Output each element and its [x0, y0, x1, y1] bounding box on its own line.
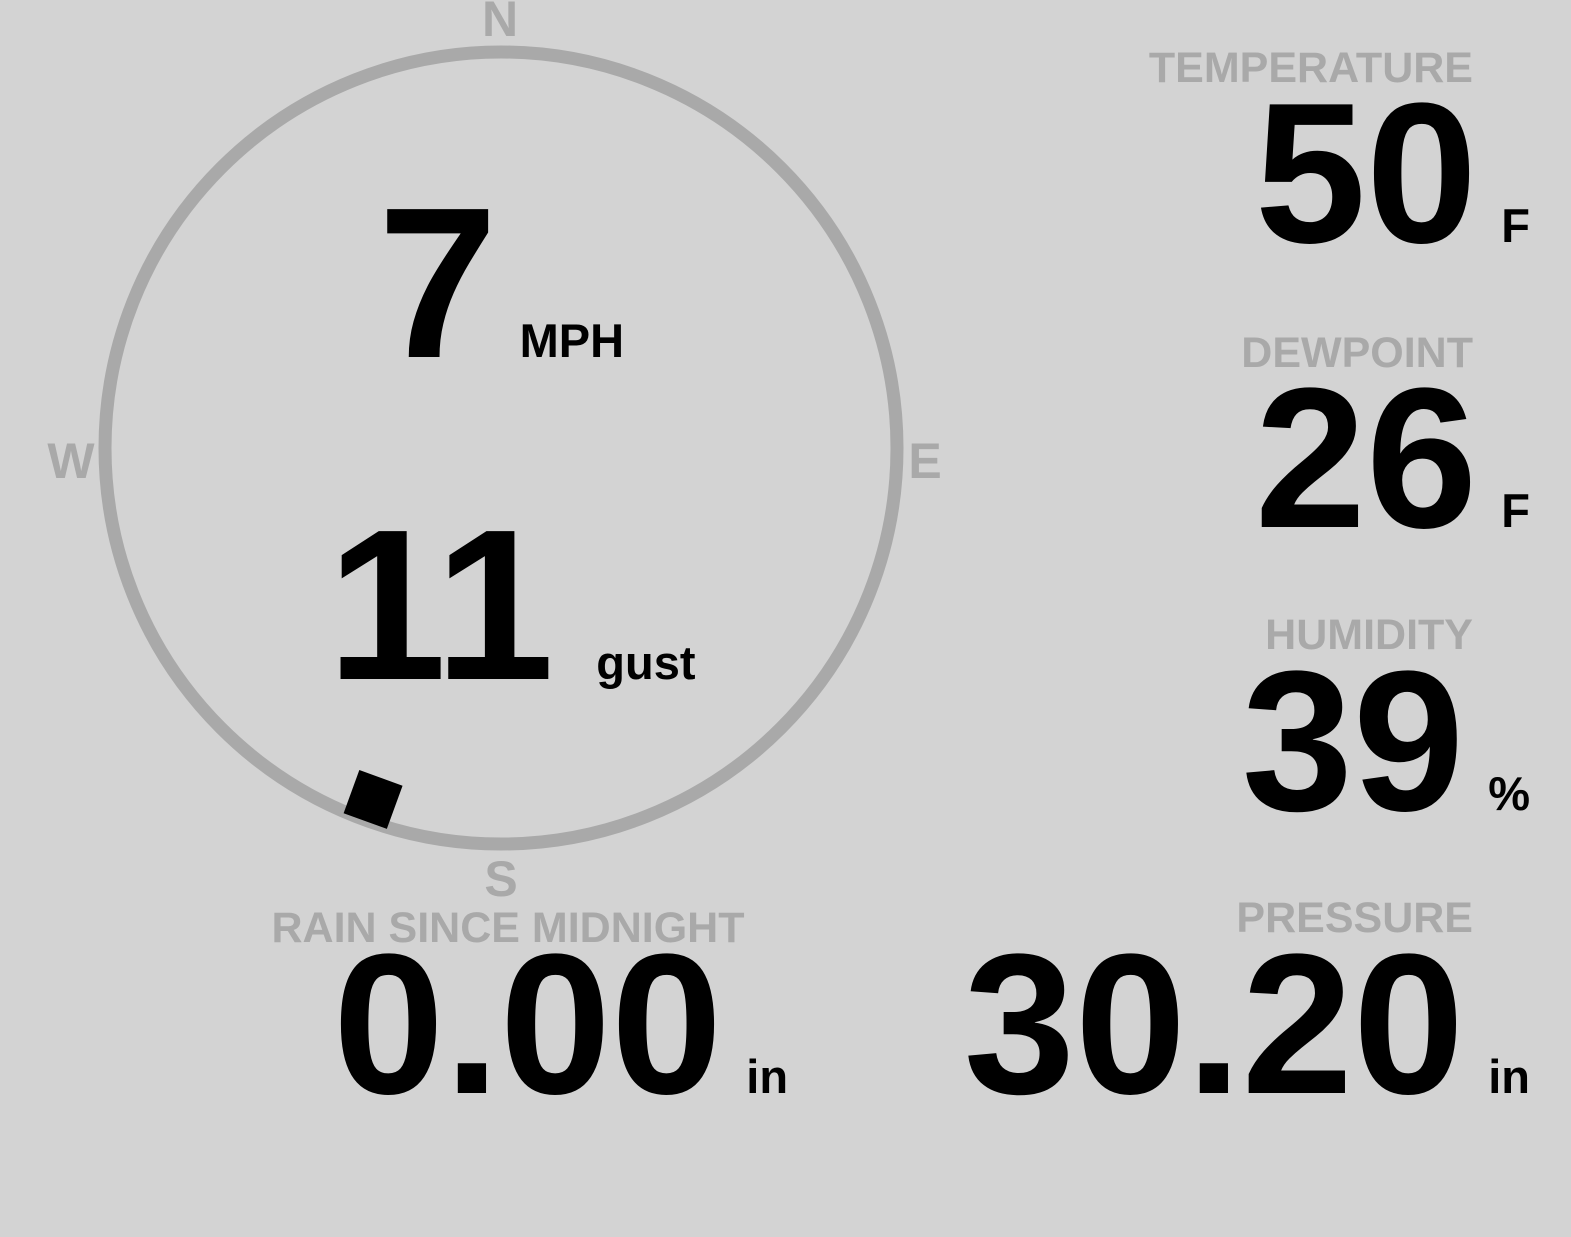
dewpoint-label: DEWPOINT: [1241, 329, 1473, 377]
wind-direction-marker-icon: [343, 769, 403, 829]
humidity-label: HUMIDITY: [1265, 611, 1473, 659]
rain-label: RAIN SINCE MIDNIGHT: [271, 904, 745, 952]
wind-speed-unit: MPH: [519, 314, 625, 367]
wind-gust-label: gust: [596, 636, 696, 689]
humidity-value-row: 39 %: [1242, 642, 1530, 842]
compass-label-east: E: [908, 433, 942, 489]
wind-gust-value: 11: [327, 484, 555, 725]
rain-value-row: 0.00 in: [333, 925, 788, 1125]
wind-gust-row: 11 gust: [327, 497, 696, 712]
wind-speed-row: 7 MPH: [378, 175, 624, 390]
compass-ring-icon: [98, 45, 904, 851]
temperature-value-row: 50 F: [1255, 74, 1530, 274]
pressure-value: 30.20: [963, 913, 1465, 1136]
pressure-label: PRESSURE: [1236, 894, 1473, 942]
compass-label-west: W: [47, 433, 95, 489]
wind-direction-marker-square: [343, 769, 403, 829]
rain-value: 0.00: [333, 913, 723, 1136]
dewpoint-value-row: 26 F: [1255, 359, 1530, 559]
compass-label-north: N: [481, 0, 519, 47]
rain-unit: in: [746, 1050, 789, 1103]
humidity-value: 39: [1241, 630, 1465, 853]
pressure-unit: in: [1488, 1050, 1530, 1103]
temperature-unit: F: [1501, 199, 1530, 252]
compass-label-south: S: [484, 851, 518, 907]
temperature-label: TEMPERATURE: [1148, 44, 1473, 92]
wind-compass: [98, 45, 904, 851]
dewpoint-value: 26: [1254, 347, 1478, 570]
temperature-value: 50: [1254, 62, 1478, 285]
dewpoint-unit: F: [1501, 484, 1530, 537]
humidity-unit: %: [1488, 767, 1530, 820]
pressure-value-row: 30.20 in: [964, 925, 1530, 1125]
wind-speed-value: 7: [378, 162, 498, 403]
